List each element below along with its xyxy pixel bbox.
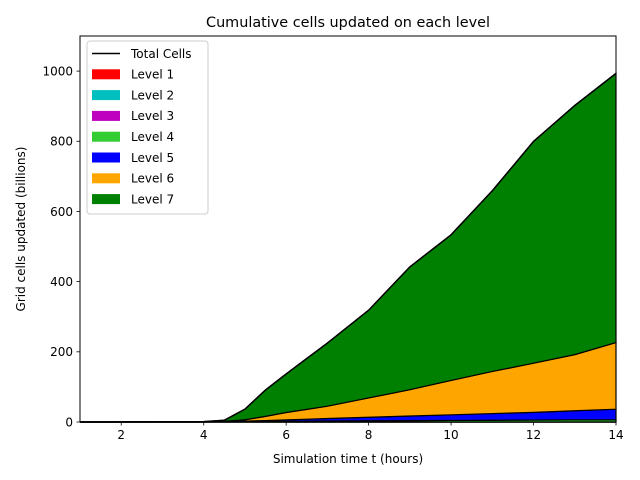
legend-swatch-level-4 xyxy=(92,131,120,142)
legend-label-total-cells: Total Cells xyxy=(130,47,192,61)
plot-frame xyxy=(79,35,617,423)
x-tick-label: 8 xyxy=(365,428,373,442)
y-axis-ticks: 0 200 400 600 800 1000 xyxy=(42,64,80,429)
legend-swatch-level-7 xyxy=(92,194,120,205)
y-tick-label: 800 xyxy=(50,135,73,149)
x-tick-label: 4 xyxy=(200,428,208,442)
x-tick-label: 10 xyxy=(443,428,458,442)
legend-swatch-level-3 xyxy=(92,110,120,121)
legend-label-level-2: Level 2 xyxy=(131,88,174,102)
x-tick-label: 6 xyxy=(282,428,290,442)
x-axis-ticks: 2 4 6 8 10 12 14 xyxy=(117,422,624,442)
y-tick-label: 600 xyxy=(50,205,73,219)
legend-label-level-3: Level 3 xyxy=(131,109,174,123)
chart-title: Cumulative cells updated on each level xyxy=(206,15,490,31)
x-tick-label: 14 xyxy=(608,428,623,442)
y-tick-label: 1000 xyxy=(42,64,73,78)
x-tick-label: 2 xyxy=(117,428,125,442)
legend-swatch-level-2 xyxy=(92,90,120,101)
y-tick-label: 400 xyxy=(50,275,73,289)
legend-label-level-4: Level 4 xyxy=(131,130,174,144)
legend-label-level-7: Level 7 xyxy=(131,192,174,206)
legend-swatch-level-6 xyxy=(92,173,120,184)
legend-label-level-6: Level 6 xyxy=(131,172,174,186)
legend-label-level-5: Level 5 xyxy=(131,151,174,165)
y-tick-label: 200 xyxy=(50,345,73,359)
y-axis-label: Grid cells updated (billions) xyxy=(14,147,28,312)
y-tick-label: 0 xyxy=(65,415,73,429)
legend-swatch-level-1 xyxy=(92,69,120,80)
x-axis-label: Simulation time t (hours) xyxy=(273,452,423,466)
x-tick-label: 12 xyxy=(526,428,541,442)
legend-swatch-level-5 xyxy=(92,152,120,163)
series-line-total-cells xyxy=(79,72,617,423)
legend: Total Cells Level 1 Level 2 Level 3 Level 4 L… xyxy=(86,40,209,215)
legend-label-level-1: Level 1 xyxy=(131,68,174,82)
legend-frame xyxy=(86,40,209,215)
